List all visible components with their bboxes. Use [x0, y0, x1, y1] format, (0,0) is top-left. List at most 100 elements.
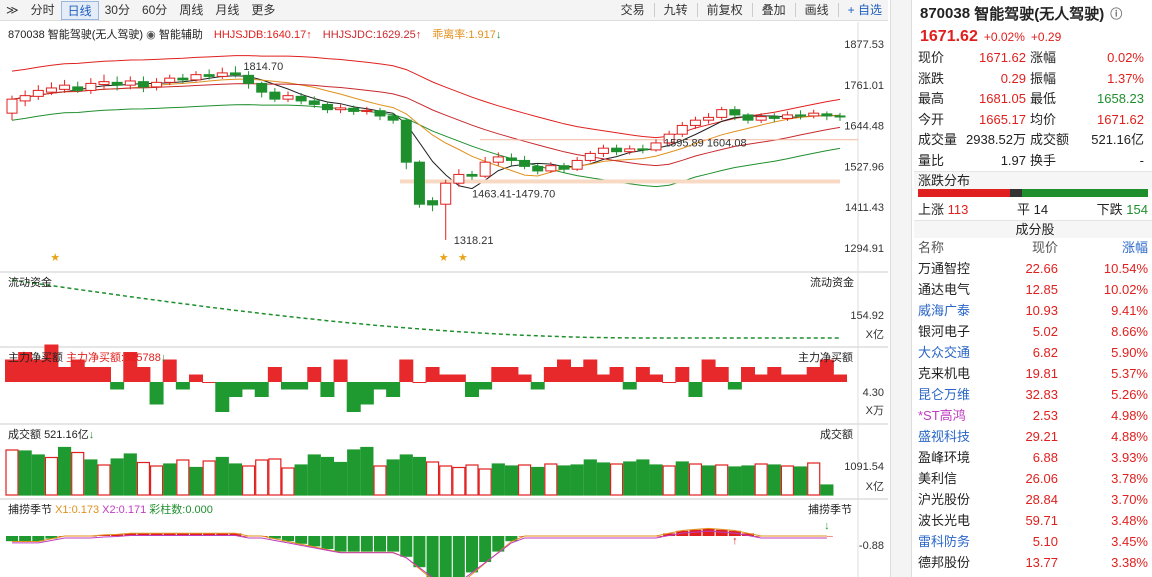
- quote-label: 今开: [918, 111, 945, 127]
- band-upper: [11, 55, 841, 139]
- netbuy-bar: [438, 374, 453, 382]
- candle-body: [716, 109, 728, 118]
- volume-bar: [44, 456, 59, 496]
- volume-bar: [228, 463, 243, 496]
- volume-bar: [531, 466, 545, 496]
- tab-60min[interactable]: 60分: [141, 2, 168, 17]
- netbuy-bar: [281, 382, 295, 390]
- component-row[interactable]: 通达电气 12.85 10.02%: [914, 279, 1152, 300]
- netbuy-bar: [701, 359, 716, 382]
- stock-chart[interactable]: 1877.53 1761.01 1644.48 1527.96 1411.43 1294.…: [0, 22, 888, 577]
- component-price: 13.77: [1025, 555, 1058, 570]
- netbuy-bar: [675, 367, 690, 382]
- component-row[interactable]: 银河电子 5.02 8.66%: [914, 321, 1152, 342]
- netbuy-bar: [215, 382, 230, 412]
- season-title: 捕捞季节 X1:0.173 X2:0.171 彩柱数:0.000: [8, 504, 213, 516]
- tab-weekly[interactable]: 周线: [179, 2, 204, 17]
- candle-body: [584, 152, 596, 161]
- netbuy-bar: [44, 344, 59, 382]
- collapse-icon[interactable]: ≫: [6, 2, 19, 17]
- component-row[interactable]: 德邦股份 13.77 3.38%: [914, 552, 1152, 573]
- netbuy-bar: [530, 382, 545, 390]
- side-scroll-strip[interactable]: [890, 0, 912, 577]
- component-row[interactable]: 威海广泰 10.93 9.41%: [914, 300, 1152, 321]
- netbuy-bar: [412, 382, 427, 383]
- netbuy-bar: [714, 367, 729, 382]
- trade-button[interactable]: 交易: [620, 2, 645, 17]
- component-name: 威海广泰: [918, 303, 971, 318]
- netbuy-bar: [241, 382, 256, 390]
- season-bar: [203, 533, 216, 536]
- volume-bar: [596, 462, 611, 496]
- candle-body: [269, 91, 281, 100]
- component-row[interactable]: 雷科防务 5.10 3.45%: [914, 531, 1152, 552]
- add-watchlist-button[interactable]: + 自选: [847, 2, 882, 17]
- component-price: 5.10: [1032, 534, 1058, 549]
- component-row[interactable]: 沪光股份 28.84 3.70%: [914, 489, 1152, 510]
- component-price: 6.88: [1032, 450, 1058, 465]
- component-change: 4.88%: [1111, 429, 1148, 444]
- overlay-button[interactable]: 叠加: [761, 2, 786, 17]
- candle-body: [137, 81, 149, 88]
- volume-bar: [84, 459, 98, 496]
- candle-body: [492, 156, 504, 163]
- sell-arrow-icon: ↓: [824, 520, 830, 532]
- netbuy-bar: [557, 359, 571, 382]
- component-row[interactable]: 美利信 26.06 3.78%: [914, 468, 1152, 489]
- netbuy-bar: [570, 367, 585, 382]
- component-change: 3.78%: [1111, 471, 1148, 486]
- component-change: 5.37%: [1111, 366, 1148, 381]
- component-row[interactable]: 波长光电 59.71 3.48%: [914, 510, 1152, 531]
- candle-body: [6, 98, 18, 114]
- tab-monthly[interactable]: 月线: [215, 2, 240, 17]
- volume-bar: [767, 464, 781, 496]
- quote-value: 0.02%: [1107, 50, 1144, 65]
- volume-bar: [623, 461, 637, 496]
- season-bar: [505, 536, 518, 542]
- nine-turn-button[interactable]: 九转: [663, 2, 688, 17]
- season-bar: [295, 536, 308, 544]
- component-name: 通达电气: [918, 282, 971, 297]
- netbuy-bar: [833, 374, 847, 382]
- component-row[interactable]: 克来机电 19.81 5.37%: [914, 363, 1152, 384]
- season-bar: [137, 533, 150, 536]
- support-zone: [400, 179, 840, 184]
- candle-body: [519, 159, 531, 167]
- candle-body: [387, 115, 399, 121]
- volume-bar: [189, 466, 203, 496]
- component-row[interactable]: *ST高鸿 2.53 4.98%: [914, 405, 1152, 426]
- netbuy-bar: [175, 382, 190, 390]
- candle-body: [256, 82, 268, 93]
- tab-30min[interactable]: 30分: [104, 2, 130, 17]
- component-row[interactable]: 大众交通 6.82 5.90%: [914, 342, 1152, 363]
- tab-intraday[interactable]: 分时: [30, 2, 55, 17]
- component-row[interactable]: 万通智控 22.66 10.54%: [914, 258, 1152, 279]
- netbuy-bar: [727, 382, 742, 390]
- volume-bar: [294, 464, 308, 496]
- candle-body: [558, 165, 570, 170]
- netbuy-bar: [5, 359, 19, 382]
- candle-body: [453, 173, 465, 184]
- volume-bar: [820, 484, 834, 496]
- volume-bar: [780, 465, 795, 496]
- component-price: 32.83: [1025, 387, 1058, 402]
- candle-body: [400, 119, 412, 163]
- netbuy-bar: [386, 382, 401, 397]
- info-icon[interactable]: ⓘ: [1110, 6, 1123, 21]
- adjust-button[interactable]: 前复权: [706, 2, 743, 17]
- component-row[interactable]: 盈峰环境 6.88 3.93%: [914, 447, 1152, 468]
- candle-body: [795, 114, 807, 117]
- tab-more[interactable]: 更多: [251, 2, 276, 17]
- component-name: 银河电子: [918, 324, 971, 339]
- chart-area[interactable]: 1877.53 1761.01 1644.48 1527.96 1411.43 1294.…: [0, 22, 888, 577]
- component-row[interactable]: 盛视科技 29.21 4.88%: [914, 426, 1152, 447]
- season-bar: [702, 528, 715, 536]
- component-name: 波长光电: [918, 513, 971, 528]
- annotation-high: 1814.70: [243, 61, 283, 73]
- component-row[interactable]: 昆仑万维 32.83 5.26%: [914, 384, 1152, 405]
- volume-bar: [255, 459, 269, 496]
- draw-button[interactable]: 画线: [804, 2, 829, 17]
- component-price: 26.06: [1025, 471, 1058, 486]
- candle-body: [413, 161, 425, 205]
- tab-daily[interactable]: 日线: [60, 0, 99, 20]
